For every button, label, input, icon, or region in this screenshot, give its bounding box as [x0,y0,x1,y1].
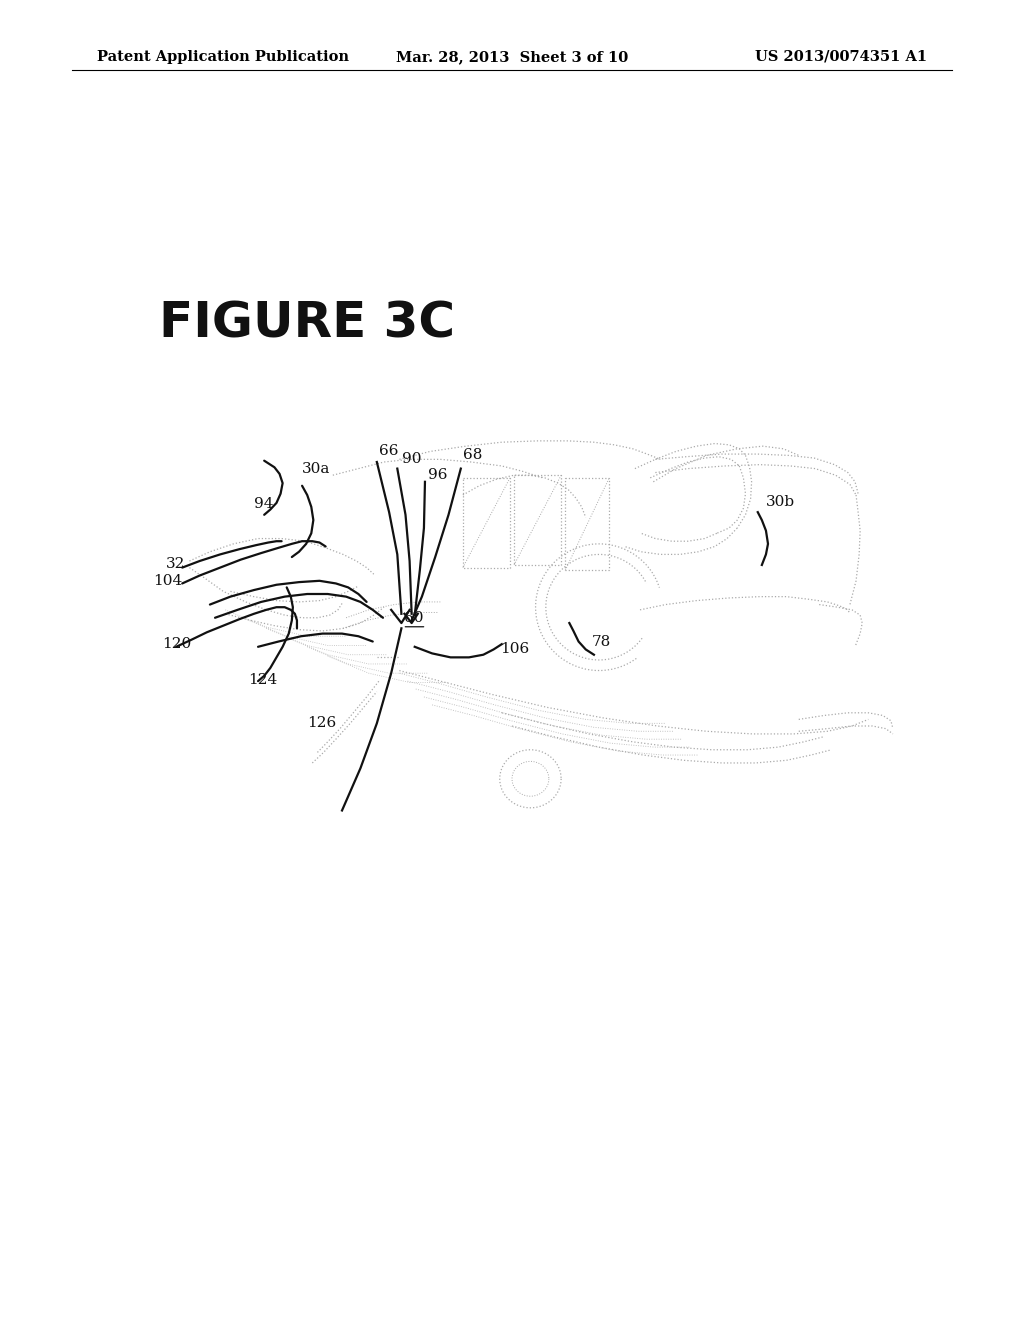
Text: 32: 32 [166,557,185,570]
Text: 126: 126 [307,717,337,730]
Text: 30a: 30a [302,462,331,475]
Text: 124: 124 [248,673,278,686]
Text: 90: 90 [402,453,422,466]
Text: FIGURE 3C: FIGURE 3C [159,300,455,347]
Text: 30b: 30b [766,495,795,508]
Text: Mar. 28, 2013  Sheet 3 of 10: Mar. 28, 2013 Sheet 3 of 10 [396,50,628,63]
Text: 60: 60 [404,611,424,624]
Text: 120: 120 [162,638,191,651]
Text: US 2013/0074351 A1: US 2013/0074351 A1 [755,50,927,63]
Text: 96: 96 [428,469,447,482]
Text: Patent Application Publication: Patent Application Publication [97,50,349,63]
Text: 106: 106 [500,643,529,656]
Text: 68: 68 [463,449,482,462]
Text: 94: 94 [254,498,273,511]
Text: 104: 104 [154,574,183,587]
Text: 66: 66 [379,445,398,458]
Text: 78: 78 [592,635,611,648]
